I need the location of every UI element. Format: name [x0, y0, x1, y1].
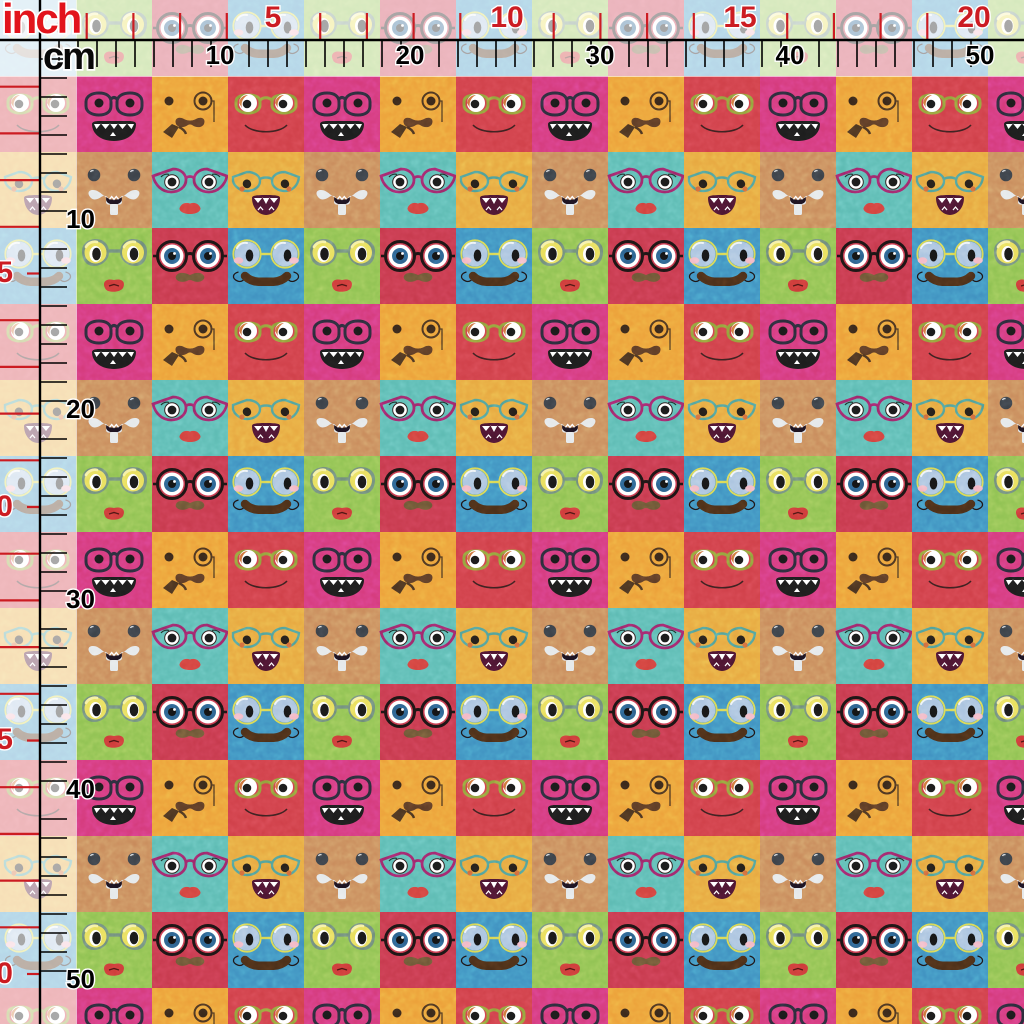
svg-text:20: 20	[66, 394, 95, 424]
svg-text:15: 15	[723, 1, 756, 34]
svg-text:5: 5	[265, 1, 282, 34]
svg-text:10: 10	[490, 1, 523, 34]
svg-text:cm: cm	[43, 36, 94, 78]
svg-text:20: 20	[0, 957, 13, 990]
svg-text:40: 40	[776, 40, 805, 70]
svg-text:20: 20	[396, 40, 425, 70]
svg-text:40: 40	[66, 774, 95, 804]
svg-text:10: 10	[0, 490, 13, 523]
svg-text:5: 5	[0, 256, 13, 289]
svg-text:10: 10	[66, 204, 95, 234]
svg-text:30: 30	[586, 40, 615, 70]
svg-text:30: 30	[66, 584, 95, 614]
svg-text:15: 15	[0, 723, 13, 756]
svg-text:50: 50	[66, 964, 95, 994]
svg-text:10: 10	[206, 40, 235, 70]
svg-text:20: 20	[957, 1, 990, 34]
svg-text:50: 50	[966, 40, 995, 70]
